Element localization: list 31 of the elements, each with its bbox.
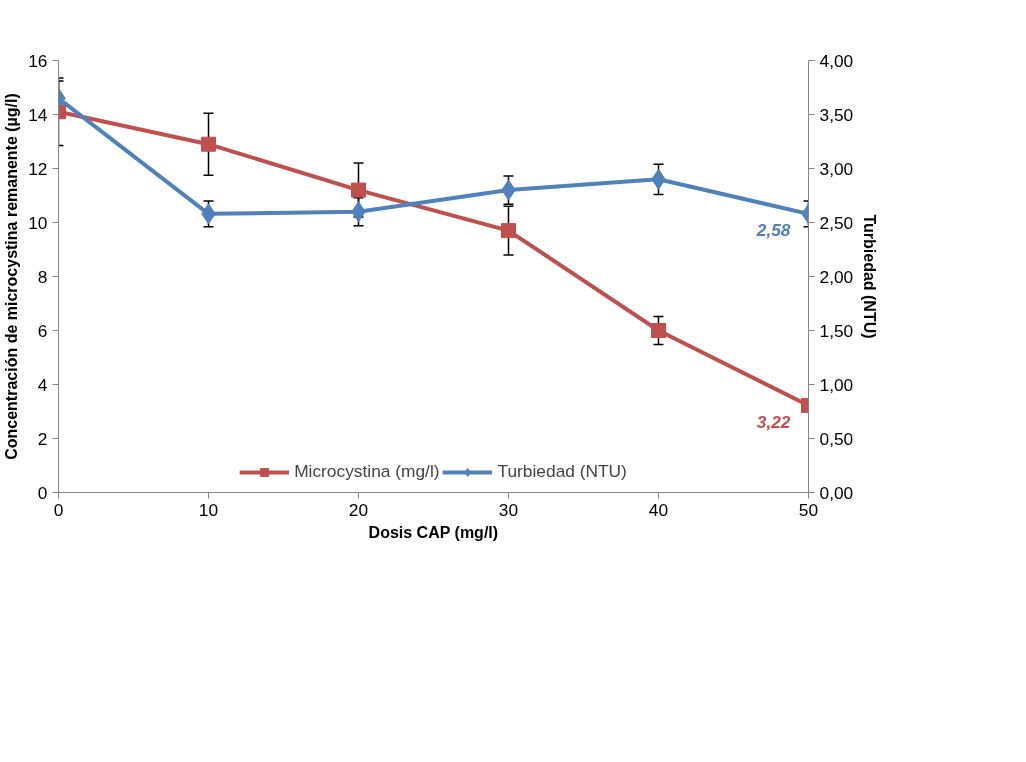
x-tick-label: 20 [348, 499, 369, 520]
y-tick-label: 2 [37, 428, 48, 449]
y2-tick-label: 2,50 [819, 212, 854, 233]
x-tick-label: 50 [798, 499, 819, 520]
y-tick-label: 8 [37, 266, 48, 287]
y-tick-label: 0 [37, 482, 48, 503]
x-tick-label: 0 [53, 499, 64, 520]
y-tick-label: 6 [37, 320, 48, 341]
legend-label: Microcystina (mg/l) [294, 461, 440, 482]
y2-axis-title: Turbiedad (NTU) [861, 214, 879, 339]
y-tick-label: 10 [28, 212, 48, 233]
y2-tick-label: 0,00 [819, 482, 854, 503]
y-tick-label: 4 [37, 374, 48, 395]
x-tick-label: 40 [648, 499, 669, 520]
y2-tick-label: 3,00 [819, 158, 854, 179]
y-tick-label: 14 [28, 104, 48, 125]
y2-tick-label: 1,00 [819, 374, 854, 395]
y2-tick-label: 0,50 [819, 428, 854, 449]
y2-tick-label: 3,50 [819, 104, 854, 125]
x-axis-title: Dosis CAP (mg/l) [368, 523, 499, 541]
legend-label: Turbiedad (NTU) [497, 461, 627, 482]
y-tick-label: 16 [28, 50, 48, 71]
y2-tick-label: 1,50 [819, 320, 854, 341]
y2-tick-label: 4,00 [819, 50, 854, 71]
data-label: 2,58 [755, 219, 791, 240]
y-axis-title: Concentración de microcystina remanente (µg/l) [3, 93, 21, 460]
y2-tick-label: 2,00 [819, 266, 854, 287]
data-label: 3,22 [756, 411, 791, 432]
x-tick-label: 30 [498, 499, 519, 520]
y-tick-label: 12 [28, 158, 48, 179]
x-tick-label: 10 [198, 499, 219, 520]
